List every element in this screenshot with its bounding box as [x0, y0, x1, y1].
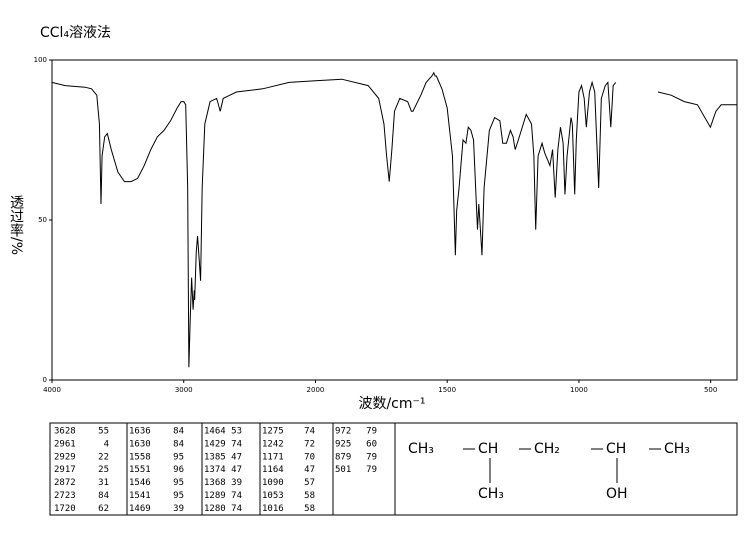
peak-wavenumber: 925: [335, 439, 351, 449]
y-tick-label: 100: [34, 56, 47, 64]
peak-wavenumber: 1053: [262, 491, 284, 501]
x-tick-label: 500: [704, 386, 717, 394]
peak-wavenumber: 1016: [262, 504, 284, 514]
peak-transmittance: 4: [104, 439, 109, 449]
peak-transmittance: 74: [231, 439, 242, 449]
peak-wavenumber: 1090: [262, 478, 284, 488]
peak-wavenumber: 1630: [129, 439, 151, 449]
peak-transmittance: 79: [366, 465, 377, 475]
peak-transmittance: 47: [231, 465, 242, 475]
x-tick-label: 4000: [43, 386, 61, 394]
peak-transmittance: 74: [304, 427, 315, 437]
peak-wavenumber: 2961: [54, 439, 76, 449]
formula-group: CH₃: [408, 441, 434, 457]
peak-transmittance: 60: [366, 439, 377, 449]
y-axis-label: 透过率/%: [8, 195, 24, 255]
peak-wavenumber: 1464: [204, 427, 226, 437]
y-tick-label: 50: [38, 216, 47, 224]
peak-wavenumber: 1374: [204, 465, 226, 475]
peak-transmittance: 72: [304, 439, 315, 449]
x-tick-label: 1500: [438, 386, 456, 394]
peak-wavenumber: 1242: [262, 439, 284, 449]
peak-wavenumber: 1275: [262, 427, 284, 437]
peak-transmittance: 70: [304, 452, 315, 462]
formula-group: CH₂: [534, 441, 560, 457]
peak-transmittance: 79: [366, 427, 377, 437]
peak-wavenumber: 2929: [54, 452, 76, 462]
peak-wavenumber: 972: [335, 427, 351, 437]
peak-wavenumber: 2723: [54, 491, 76, 501]
peak-transmittance: 58: [304, 504, 315, 514]
peak-transmittance: 47: [231, 452, 242, 462]
table-frame: [49, 422, 738, 516]
peak-wavenumber: 1280: [204, 504, 226, 514]
peak-wavenumber: 1429: [204, 439, 226, 449]
peak-transmittance: 95: [173, 452, 184, 462]
x-tick-label: 3000: [175, 386, 193, 394]
peak-transmittance: 25: [98, 465, 109, 475]
peak-transmittance: 22: [98, 452, 109, 462]
peak-transmittance: 53: [231, 427, 242, 437]
peak-transmittance: 39: [173, 504, 184, 514]
peak-wavenumber: 879: [335, 452, 351, 462]
peak-transmittance: 95: [173, 478, 184, 488]
peak-transmittance: 39: [231, 478, 242, 488]
peak-wavenumber: 1636: [129, 427, 151, 437]
peak-wavenumber: 1289: [204, 491, 226, 501]
peak-wavenumber: 3628: [54, 427, 76, 437]
formula-group: OH: [606, 486, 628, 502]
plot-frame: [51, 59, 738, 381]
peak-transmittance: 84: [98, 491, 109, 501]
spectrum-line: [51, 71, 737, 368]
peak-wavenumber: 501: [335, 465, 351, 475]
peak-transmittance: 47: [304, 465, 315, 475]
peak-transmittance: 58: [304, 491, 315, 501]
peak-transmittance: 74: [231, 491, 242, 501]
peak-transmittance: 31: [98, 478, 109, 488]
peak-wavenumber: 2917: [54, 465, 76, 475]
peak-transmittance: 96: [173, 465, 184, 475]
peak-wavenumber: 1558: [129, 452, 151, 462]
formula-group: CH₃: [478, 486, 504, 502]
peak-transmittance: 55: [98, 427, 109, 437]
peak-transmittance: 79: [366, 452, 377, 462]
peak-transmittance: 84: [173, 439, 184, 449]
peak-wavenumber: 1385: [204, 452, 226, 462]
peak-transmittance: 57: [304, 478, 315, 488]
x-tick-label: 2000: [307, 386, 325, 394]
formula-group: CH: [606, 441, 626, 457]
peak-wavenumber: 2872: [54, 478, 76, 488]
peak-transmittance: 95: [173, 491, 184, 501]
peak-wavenumber: 1546: [129, 478, 151, 488]
peak-wavenumber: 1551: [129, 465, 151, 475]
x-tick-label: 1000: [570, 386, 588, 394]
peak-wavenumber: 1469: [129, 504, 151, 514]
peak-wavenumber: 1164: [262, 465, 284, 475]
x-axis-label: 波数/cm⁻¹: [358, 396, 425, 412]
peak-wavenumber: 1368: [204, 478, 226, 488]
peak-wavenumber: 1720: [54, 504, 76, 514]
formula-group: CH: [478, 441, 498, 457]
chart-title: CCl₄溶液法: [40, 25, 111, 41]
peak-transmittance: 74: [231, 504, 242, 514]
y-tick-label: 0: [43, 376, 47, 384]
peak-wavenumber: 1541: [129, 491, 151, 501]
peak-wavenumber: 1171: [262, 452, 284, 462]
peak-transmittance: 84: [173, 427, 184, 437]
peak-transmittance: 62: [98, 504, 109, 514]
formula-group: CH₃: [664, 441, 690, 457]
